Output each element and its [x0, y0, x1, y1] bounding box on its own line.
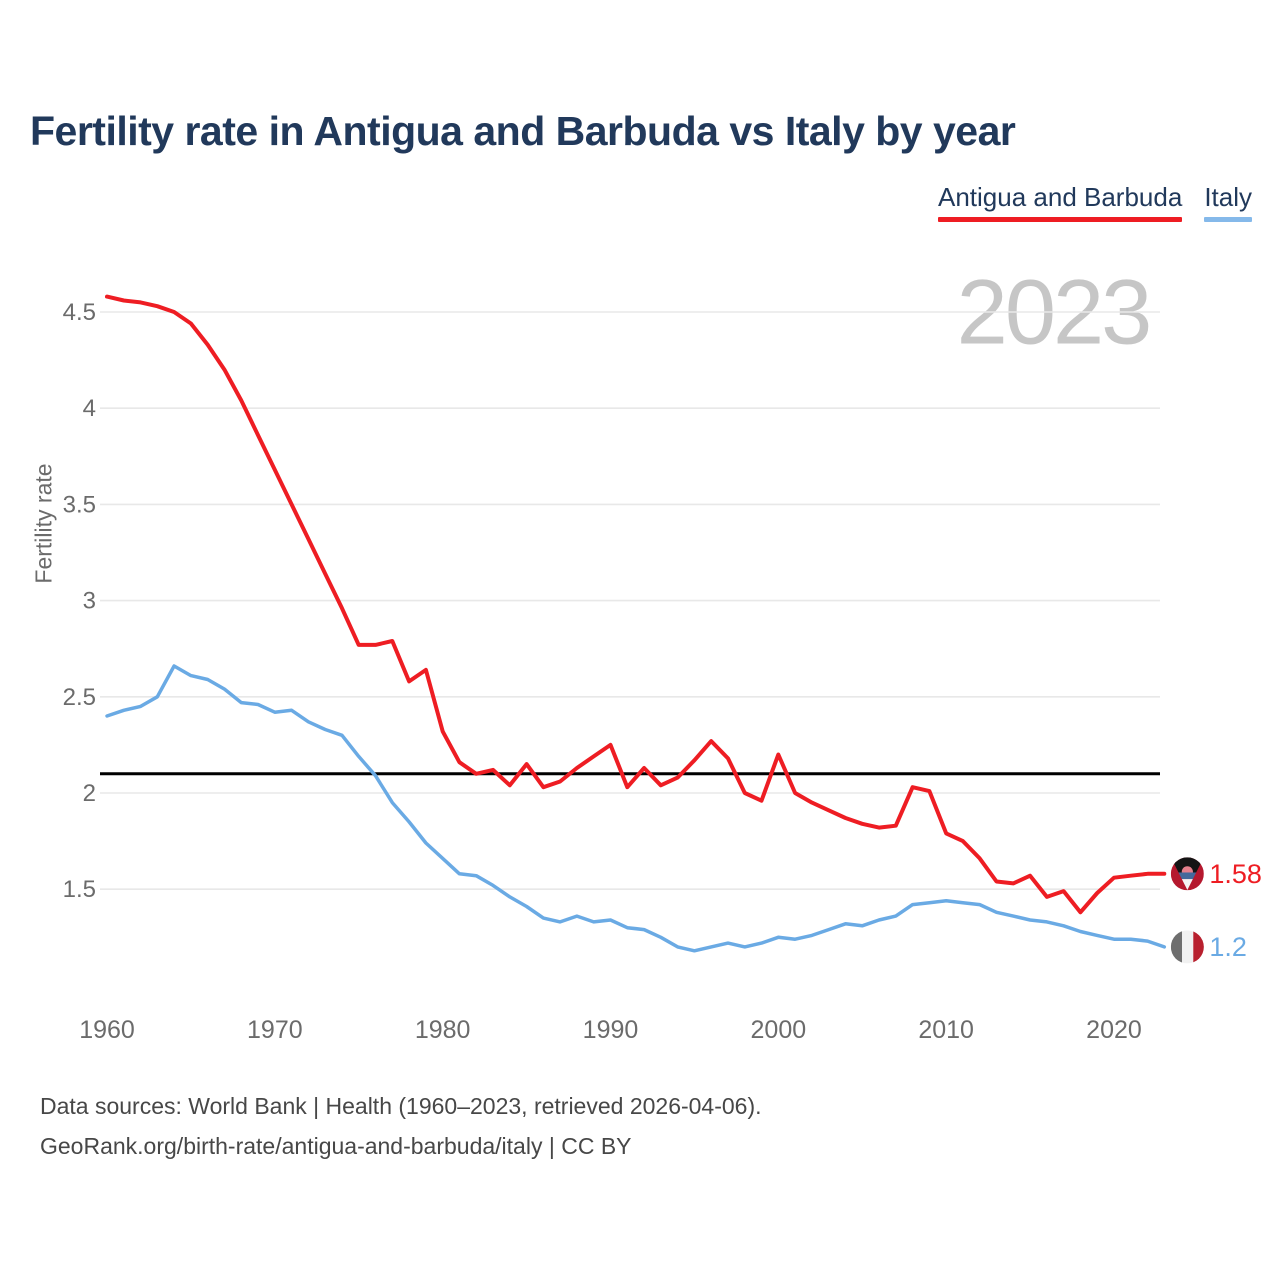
- x-tick-label: 2000: [751, 1016, 807, 1044]
- y-tick-label: 2: [83, 780, 96, 807]
- end-value-label-antigua-and-barbuda: 1.58: [1209, 859, 1262, 889]
- attribution-line: GeoRank.org/birth-rate/antigua-and-barbu…: [40, 1133, 632, 1159]
- x-tick-label: 2020: [1086, 1016, 1142, 1044]
- antigua-and-barbuda-flag-icon: [1170, 857, 1204, 891]
- x-tick-labels: 1960 1970 1980 1990 2000 2010 2020: [79, 1016, 1142, 1044]
- gridlines: [100, 311, 1160, 891]
- y-tick-label: 4: [83, 395, 96, 422]
- y-tick-label: 4.5: [63, 299, 96, 326]
- legend-color-bar: [938, 217, 1183, 223]
- data-sources-line: Data sources: World Bank | Health (1960–…: [40, 1093, 762, 1119]
- y-tick-label: 2.5: [63, 684, 96, 711]
- y-tick-label: 3: [83, 588, 96, 615]
- y-tick-label: 1.5: [63, 876, 96, 903]
- legend-item-italy[interactable]: Italy: [1204, 182, 1252, 223]
- end-value-label-italy: 1.2: [1209, 932, 1247, 962]
- chart-footer: Data sources: World Bank | Health (1960–…: [40, 1086, 762, 1166]
- y-tick-labels: 4.5 4 3.5 3 2.5 2 1.5: [63, 299, 96, 903]
- italy-flag-icon: [1170, 930, 1204, 964]
- x-tick-label: 1980: [415, 1016, 471, 1044]
- x-tick-label: 1960: [79, 1016, 135, 1044]
- series-line-italy: [105, 664, 1167, 953]
- legend-label: Italy: [1204, 182, 1252, 212]
- series-line-antigua-and-barbuda: [105, 294, 1167, 915]
- y-tick-label: 3.5: [63, 491, 96, 518]
- x-tick-label: 1970: [247, 1016, 303, 1044]
- page-title: Fertility rate in Antigua and Barbuda vs…: [30, 108, 1016, 154]
- legend-color-bar: [1204, 217, 1252, 223]
- x-tick-label: 2010: [918, 1016, 974, 1044]
- legend-item-antigua-and-barbuda[interactable]: Antigua and Barbuda: [938, 182, 1183, 223]
- legend-label: Antigua and Barbuda: [938, 182, 1183, 212]
- x-tick-label: 1990: [583, 1016, 639, 1044]
- chart-legend: Antigua and Barbuda Italy: [938, 182, 1252, 223]
